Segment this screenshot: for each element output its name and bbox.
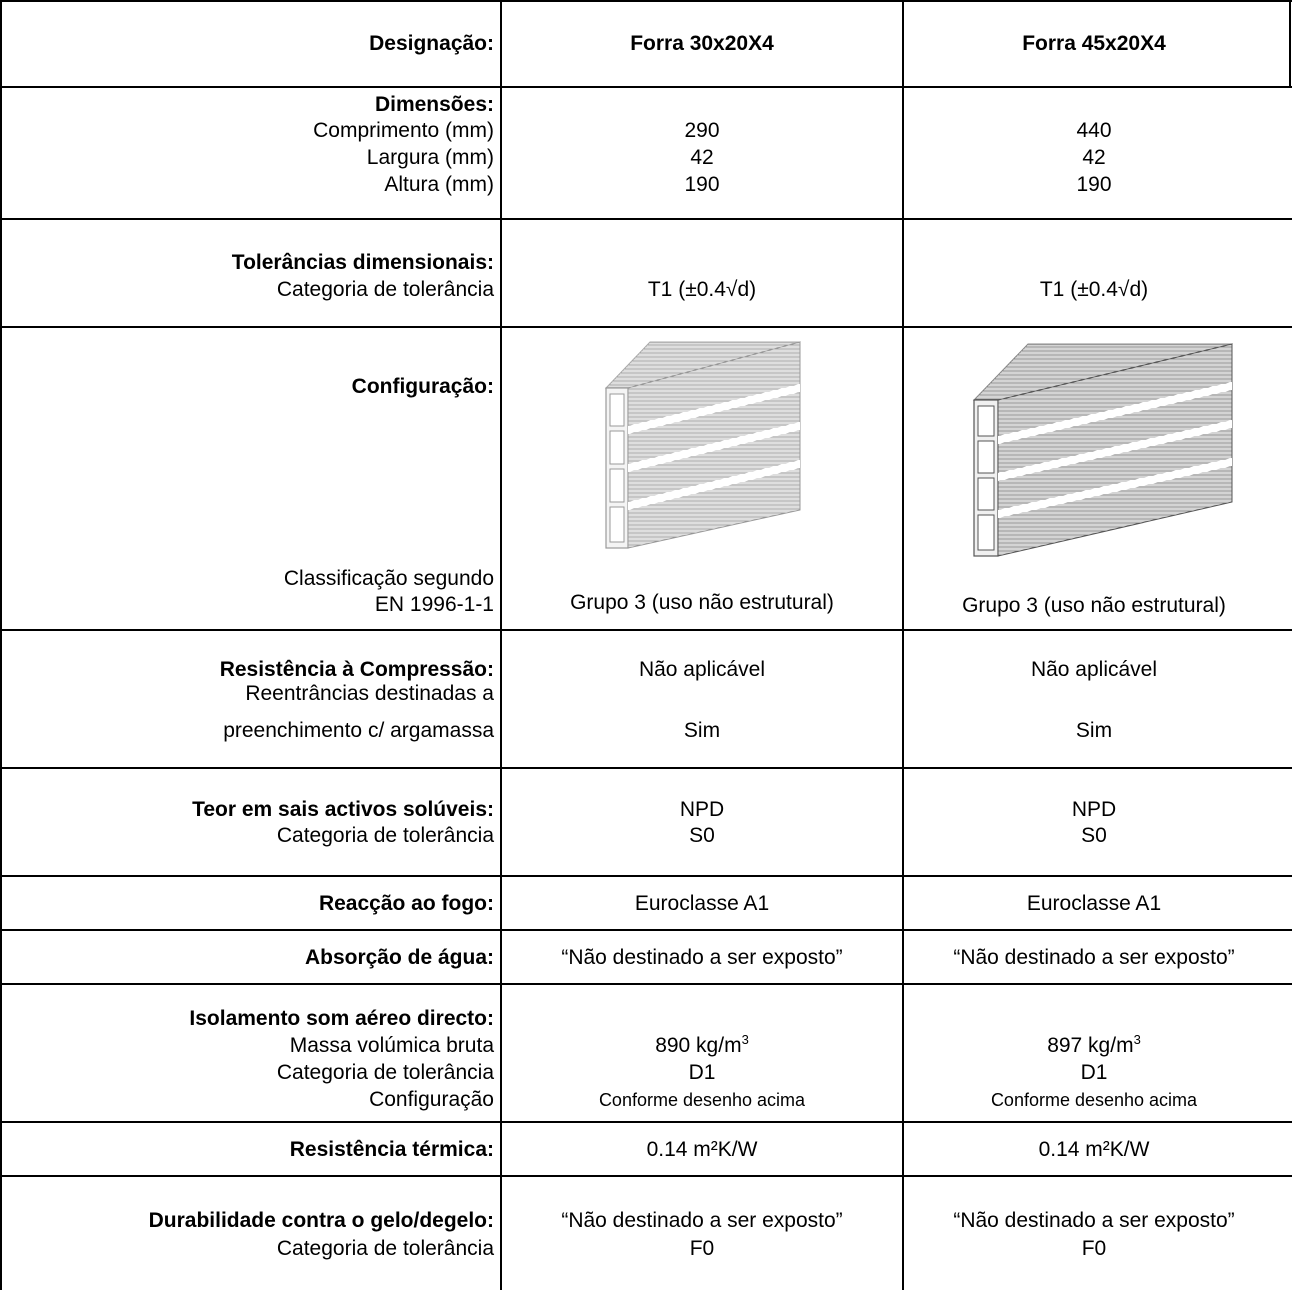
tolerance-label: Categoria de tolerância (276, 278, 494, 301)
salts-category: S0 (689, 824, 715, 847)
fire-title: Reacção ao fogo: (318, 892, 494, 915)
thermal-value: 0.14 m²K/W (646, 1138, 758, 1161)
sound-tolerance-label: Categoria de tolerância (276, 1061, 494, 1084)
recess-label: preenchimento c/ argamassa (223, 719, 494, 742)
compression-title: Resistência à Compressão: (219, 658, 494, 681)
hollow-brick-drawing-icon (972, 343, 1234, 557)
durability-tolerance-label: Categoria de tolerância (276, 1237, 494, 1260)
tolerance-value: T1 (±0.4√d) (647, 278, 757, 301)
product-2-name: Forra 45x20X4 (1022, 32, 1166, 55)
dimension-label: Altura (mm) (384, 173, 494, 196)
left-border (0, 0, 2, 1290)
dimensions-title: Dimensões: (374, 93, 494, 116)
thermal-value: 0.14 m²K/W (1038, 1138, 1150, 1161)
row-divider (0, 629, 1292, 631)
durability-title: Durabilidade contra o gelo/degelo: (148, 1209, 494, 1232)
mass-label: Massa volúmica bruta (289, 1034, 494, 1057)
sound-tolerance-value: D1 (1080, 1061, 1108, 1084)
hollow-brick-drawing-icon (604, 341, 802, 549)
fire-value: Euroclasse A1 (634, 892, 770, 915)
tolerance-value: T1 (±0.4√d) (1039, 278, 1149, 301)
water-value: “Não destinado a ser exposto” (561, 946, 843, 969)
tolerances-title: Tolerâncias dimensionais: (231, 251, 494, 274)
recess-value: Sim (1075, 719, 1113, 742)
mass-value: 890 kg/m3 (502, 1033, 902, 1058)
compression-value: Não aplicável (638, 658, 766, 681)
sound-title: Isolamento som aéreo directo: (189, 1007, 494, 1030)
designation-label: Designação: (369, 32, 494, 55)
mass-value-text: 897 kg/m (1047, 1034, 1134, 1057)
durability-value: “Não destinado a ser exposto” (561, 1209, 843, 1232)
dimension-value: 190 (684, 173, 720, 196)
recess-label: Reentrâncias destinadas a (245, 682, 494, 705)
salts-title: Teor em sais activos solúveis: (192, 798, 494, 821)
row-divider (0, 1175, 1292, 1177)
sound-tolerance-value: D1 (688, 1061, 716, 1084)
row-divider (0, 326, 1292, 328)
dimension-label: Comprimento (mm) (313, 119, 494, 142)
dimension-label: Largura (mm) (366, 146, 494, 169)
row-divider (0, 1121, 1292, 1123)
configuration-title: Configuração: (351, 375, 494, 398)
sound-configuration-value: Conforme desenho acima (598, 1090, 806, 1110)
durability-value: “Não destinado a ser exposto” (953, 1209, 1235, 1232)
dimension-value: 440 (1076, 119, 1112, 142)
thermal-title: Resistência térmica: (289, 1138, 494, 1161)
salts-value: NPD (679, 798, 725, 821)
row-divider (0, 983, 1292, 985)
row-divider (0, 875, 1292, 877)
classification-label: Classificação segundo (283, 567, 494, 590)
classification-value: Grupo 3 (uso não estrutural) (962, 594, 1226, 617)
col-divider-2 (902, 0, 904, 1290)
recess-value: Sim (683, 719, 721, 742)
durability-category: F0 (1081, 1237, 1107, 1260)
water-title: Absorção de água: (304, 946, 494, 969)
salts-category: S0 (1081, 824, 1107, 847)
col-divider-1 (500, 0, 502, 1290)
dimension-value: 42 (1082, 146, 1106, 169)
dimension-value: 290 (684, 119, 720, 142)
row-divider (0, 218, 1292, 220)
dimension-value: 190 (1076, 173, 1112, 196)
unit-exponent: 3 (1133, 1032, 1141, 1047)
durability-category: F0 (689, 1237, 715, 1260)
row-divider (0, 767, 1292, 769)
mass-value-text: 890 kg/m (655, 1034, 742, 1057)
sound-configuration-label: Configuração (369, 1088, 494, 1111)
mass-value: 897 kg/m3 (904, 1033, 1284, 1058)
water-value: “Não destinado a ser exposto” (953, 946, 1235, 969)
compression-value: Não aplicável (1030, 658, 1158, 681)
classification-label: EN 1996-1-1 (374, 593, 494, 616)
unit-exponent: 3 (741, 1032, 749, 1047)
row-divider (0, 929, 1292, 931)
product-1-name: Forra 30x20X4 (630, 32, 774, 55)
dimension-value: 42 (690, 146, 714, 169)
table-top-border (0, 0, 1292, 2)
classification-value: Grupo 3 (uso não estrutural) (570, 591, 834, 614)
row-divider (0, 86, 1292, 88)
salts-value: NPD (1071, 798, 1117, 821)
salts-tolerance-label: Categoria de tolerância (276, 824, 494, 847)
right-border (1289, 0, 1291, 87)
fire-value: Euroclasse A1 (1026, 892, 1162, 915)
sound-configuration-value: Conforme desenho acima (990, 1090, 1198, 1110)
